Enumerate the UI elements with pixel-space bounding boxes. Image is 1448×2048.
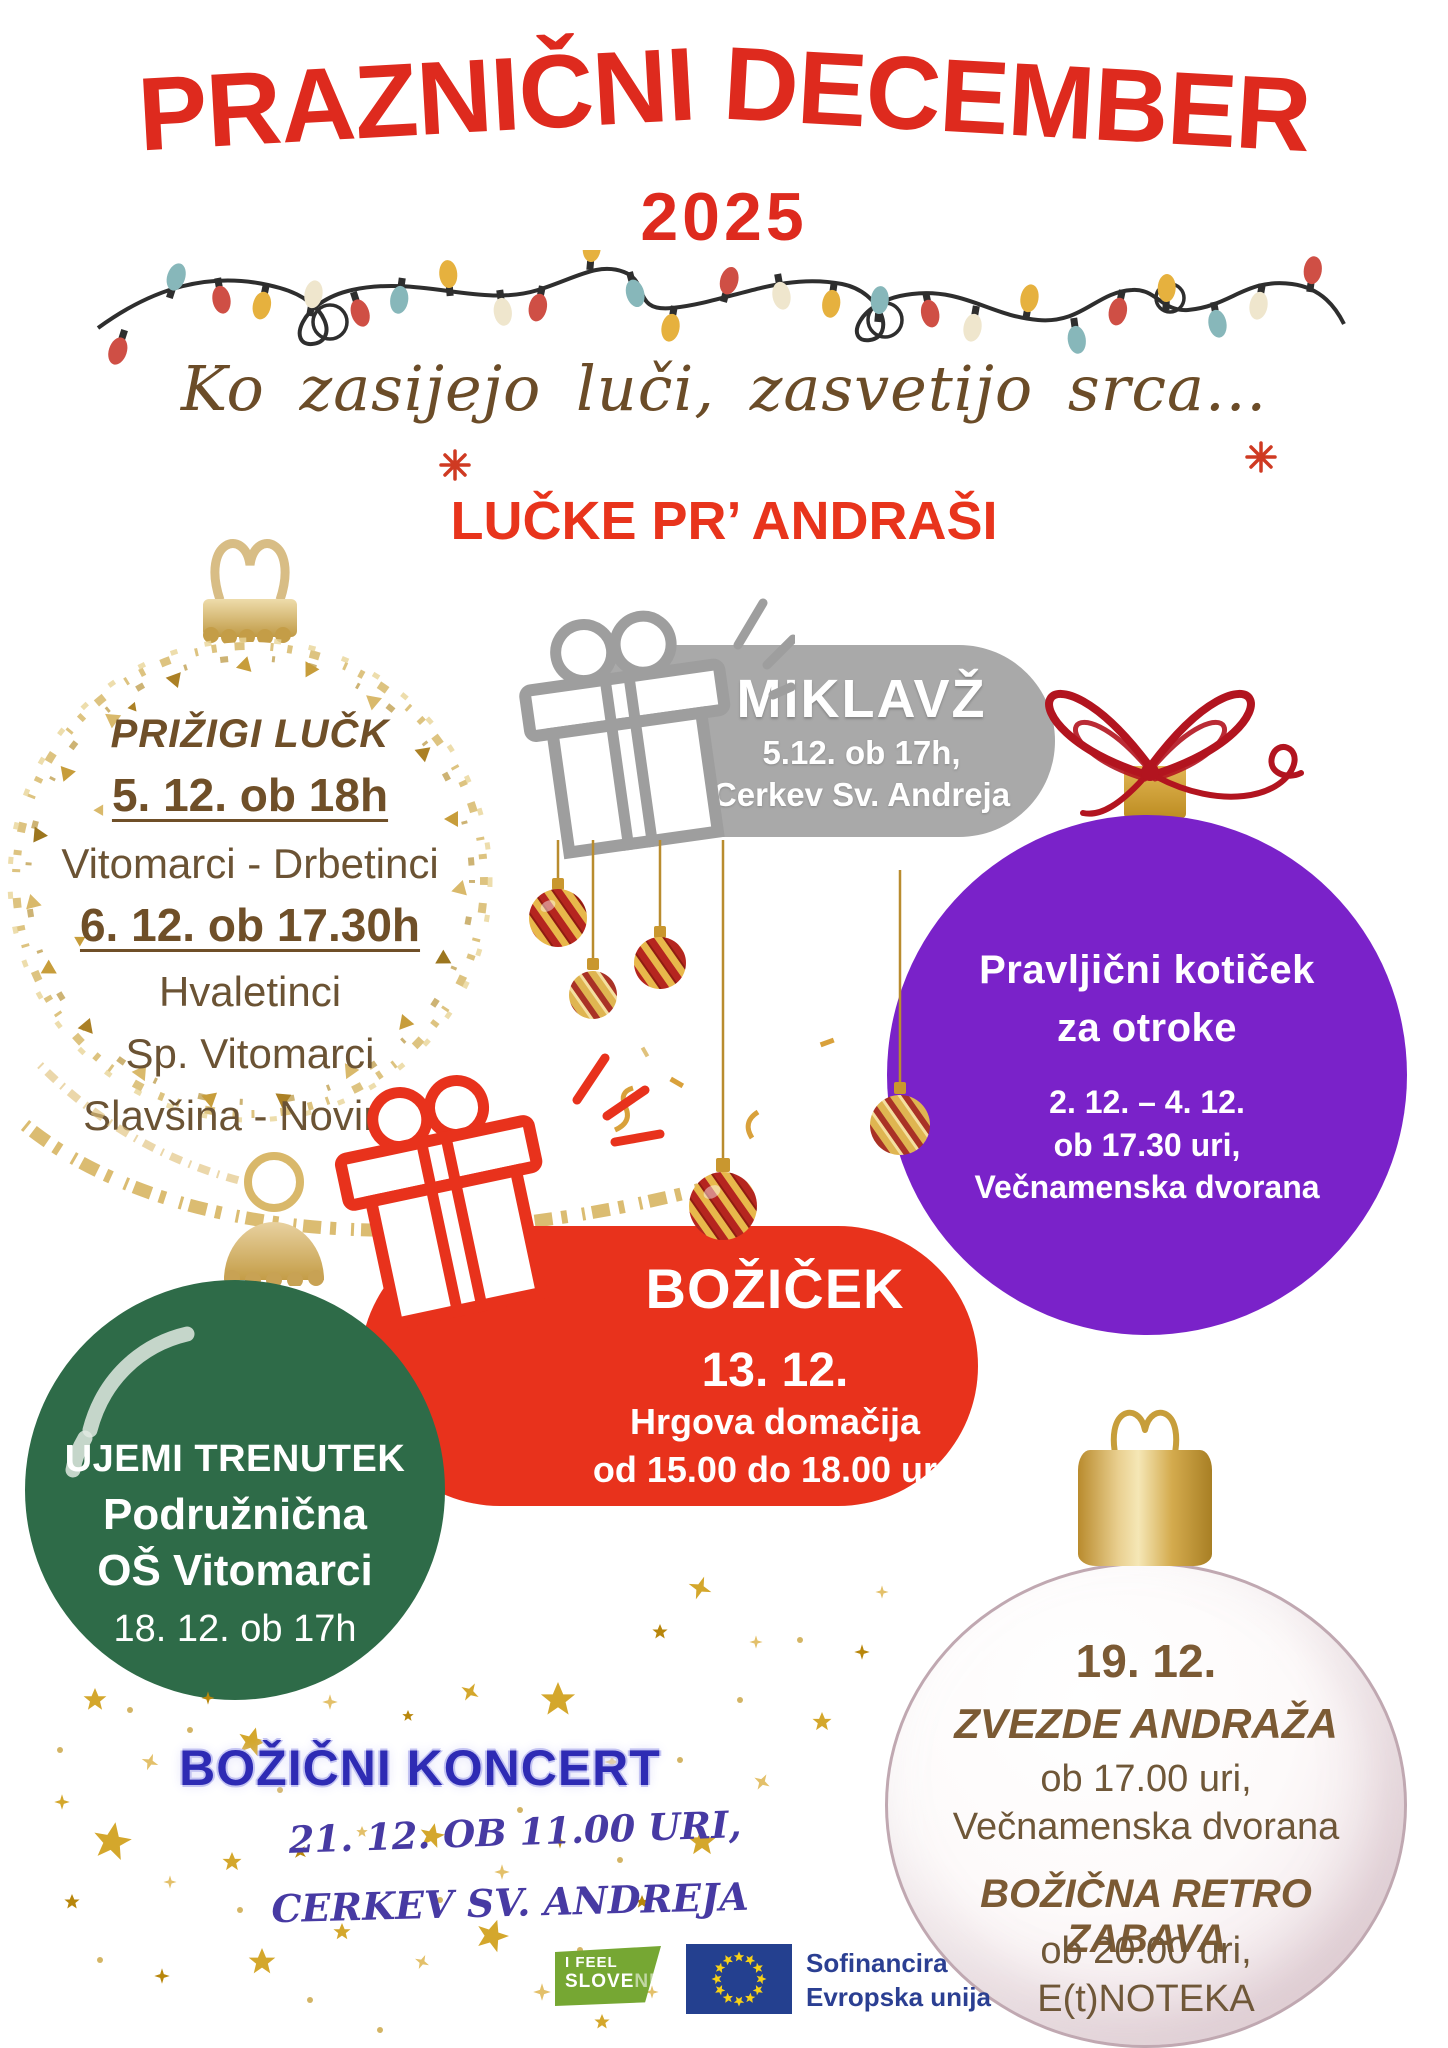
- event-prizigi-location1: Vitomarci - Drbetinci: [61, 840, 439, 887]
- event-koncert-title: BOŽIČNI KONCERT: [179, 1740, 661, 1796]
- gold-bauble-icon: [7, 637, 493, 1123]
- glitter-stars-decoration: [54, 1572, 889, 2033]
- event-miklavz-datetime: 5.12. ob 17h,: [762, 734, 961, 771]
- gold-bauble-cap-icon: [203, 539, 297, 645]
- event-koticek-dates: 2. 12. – 4. 12.: [1049, 1084, 1245, 1120]
- event-prizigi-date2: 6. 12. ob 17.30h: [79, 899, 421, 951]
- event-ujemi-line1: Podružnična: [102, 1490, 368, 1539]
- miklavz-gift-icon: [519, 598, 795, 860]
- ribbon-bow-icon: [1045, 690, 1304, 817]
- event-bozicek-time: od 15.00 do 18.00 ure: [592, 1449, 958, 1490]
- subtitle: LUČKE PR’ ANDRAŠI: [450, 491, 998, 551]
- gold-streak-decoration: [20, 1062, 737, 1237]
- tagline: Ko zasijejo luči, zasvetijo srca...: [180, 352, 1268, 425]
- event-retro-location: E(t)NOTEKA: [1037, 1978, 1255, 2020]
- event-ujemi-line3: 18. 12. ob 17h: [113, 1608, 357, 1650]
- eu-funding-line1: Sofinancira: [806, 1948, 948, 1978]
- event-retro-title: BOŽIČNA RETRO ZABAVA: [980, 1872, 1312, 1961]
- string-lights-icon: [96, 250, 1346, 365]
- event-prizigi-date1: 5. 12. ob 18h: [111, 769, 389, 821]
- green-bauble: [25, 1280, 445, 1700]
- event-ujemi-title: UJEMI TRENUTEK: [64, 1438, 406, 1480]
- hanging-baubles-icon: [529, 840, 930, 1240]
- event-koticek-title2: za otroke: [1056, 1006, 1238, 1050]
- event-bozicek-title: BOŽIČEK: [645, 1257, 905, 1320]
- event-zvezde-time: ob 17.00 uri,: [1040, 1758, 1252, 1800]
- page-title: PRAZNIČNI DECEMBER: [0, 26, 1448, 175]
- event-zvezde-date: 19. 12.: [1075, 1635, 1217, 1687]
- event-koticek-location: Večnamenska dvorana: [974, 1169, 1320, 1205]
- bozicek-gift-icon: [334, 1053, 665, 1331]
- event-prizigi-location4: Slavšina - Novinci: [83, 1092, 417, 1139]
- title-word-1: PRAZNIČNI: [134, 26, 698, 174]
- event-bozicek-date: 13. 12.: [701, 1344, 849, 1397]
- title-word-2: DECEMBER: [720, 25, 1314, 175]
- event-zvezde-title: ZVEZDE ANDRAŽA: [954, 1700, 1338, 1747]
- red-sparkle-decoration: [439, 449, 471, 481]
- event-koticek-title1: Pravljični kotiček: [979, 948, 1315, 992]
- clear-bauble-loop-icon: [1110, 1409, 1180, 1465]
- eu-funding-line2: Evropska unija: [806, 1982, 991, 2012]
- event-prizigi-location2: Hvaletinci: [158, 968, 342, 1015]
- clear-bauble-cap: [1078, 1450, 1212, 1566]
- bauble-highlight-decoration: [65, 1326, 195, 1478]
- event-prizigi-title: PRIŽIGI LUČK: [110, 712, 390, 756]
- event-ujemi-line2: OŠ Vitomarci: [97, 1546, 373, 1595]
- purple-bauble: [887, 815, 1407, 1335]
- event-miklavz-location: Cerkev Sv. Andreja: [712, 776, 1011, 813]
- title-year: 2025: [640, 179, 808, 255]
- event-retro-time: ob 20.00 uri,: [1040, 1930, 1252, 1972]
- event-miklavz-title: MIKLAVŽ: [736, 669, 987, 729]
- slovenia-logo-line2: SLOVENIA: [565, 1971, 671, 1993]
- eu-flag-icon: [686, 1944, 792, 2014]
- slovenia-logo-line1: I FEEL: [565, 1954, 618, 1971]
- event-koticek-time: ob 17.30 uri,: [1053, 1127, 1241, 1163]
- event-prizigi-location3: Sp. Vitomarci: [125, 1030, 375, 1077]
- clear-bauble: [885, 1562, 1407, 2048]
- slovenia-logo: I FEEL SLOVENIA: [555, 1946, 661, 2006]
- green-bauble-cap-icon: [224, 1152, 324, 1286]
- event-zvezde-location: Večnamenska dvorana: [952, 1806, 1340, 1848]
- red-sparkle-decoration: [1245, 441, 1277, 473]
- event-bozicek-location: Hrgova domačija: [629, 1401, 921, 1442]
